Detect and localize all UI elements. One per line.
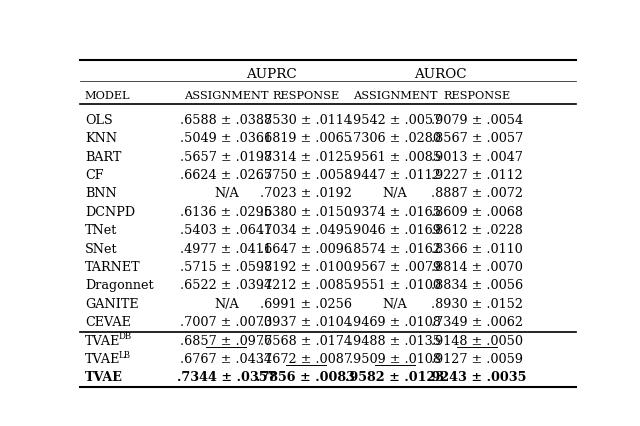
Text: MODEL: MODEL [85,90,131,101]
Text: .8612 ± .0228: .8612 ± .0228 [431,224,523,237]
Text: CF: CF [85,169,104,181]
Text: .6647 ± .0096: .6647 ± .0096 [260,242,352,255]
Text: .6522 ± .0394: .6522 ± .0394 [180,279,273,292]
Text: .7568 ± .0174: .7568 ± .0174 [260,334,352,347]
Text: KNN: KNN [85,132,117,145]
Text: .7023 ± .0192: .7023 ± .0192 [260,187,351,200]
Text: .8574 ± .0162: .8574 ± .0162 [349,242,441,255]
Text: .6624 ± .0265: .6624 ± .0265 [180,169,273,181]
Text: .8609 ± .0068: .8609 ± .0068 [431,205,523,219]
Text: .9374 ± .0165: .9374 ± .0165 [349,205,441,219]
Text: .9127 ± .0059: .9127 ± .0059 [431,352,523,365]
Text: RESPONSE: RESPONSE [272,90,339,101]
Text: BART: BART [85,150,122,163]
Text: GANITE: GANITE [85,297,139,310]
Text: .4977 ± .0411: .4977 ± .0411 [180,242,272,255]
Text: .7750 ± .0058: .7750 ± .0058 [260,169,352,181]
Text: .7192 ± .0100: .7192 ± .0100 [260,260,351,273]
Text: LB: LB [118,350,131,359]
Text: .7007 ± .0070: .7007 ± .0070 [180,316,273,328]
Text: .7856 ± .0083: .7856 ± .0083 [256,371,355,383]
Text: ASSIGNMENT: ASSIGNMENT [353,90,437,101]
Text: DCNPD: DCNPD [85,205,135,219]
Text: .9567 ± .0079: .9567 ± .0079 [349,260,441,273]
Text: .8567 ± .0057: .8567 ± .0057 [431,132,523,145]
Text: .9227 ± .0112: .9227 ± .0112 [431,169,523,181]
Text: .9542 ± .0057: .9542 ± .0057 [349,113,441,127]
Text: .6857 ± .0976: .6857 ± .0976 [180,334,273,347]
Text: .8887 ± .0072: .8887 ± .0072 [431,187,523,200]
Text: CEVAE: CEVAE [85,316,131,328]
Text: DB: DB [118,331,132,341]
Text: .8814 ± .0070: .8814 ± .0070 [431,260,523,273]
Text: .5715 ± .0598: .5715 ± .0598 [180,260,273,273]
Text: .9561 ± .0085: .9561 ± .0085 [349,150,441,163]
Text: .7344 ± .0357: .7344 ± .0357 [177,371,276,383]
Text: N/A: N/A [214,297,239,310]
Text: .7314 ± .0125: .7314 ± .0125 [260,150,351,163]
Text: OLS: OLS [85,113,113,127]
Text: Dragonnet: Dragonnet [85,279,154,292]
Text: .9509 ± .0108: .9509 ± .0108 [349,352,441,365]
Text: .8366 ± .0110: .8366 ± .0110 [431,242,523,255]
Text: .5049 ± .0361: .5049 ± .0361 [180,132,273,145]
Text: .7672 ± .0087: .7672 ± .0087 [260,352,352,365]
Text: .9013 ± .0047: .9013 ± .0047 [431,150,523,163]
Text: .9046 ± .0169: .9046 ± .0169 [349,224,441,237]
Text: .6588 ± .0388: .6588 ± .0388 [180,113,273,127]
Text: .6380 ± .0150: .6380 ± .0150 [260,205,352,219]
Text: .9582 ± .0123: .9582 ± .0123 [346,371,445,383]
Text: .9079 ± .0054: .9079 ± .0054 [431,113,523,127]
Text: TNet: TNet [85,224,117,237]
Text: .8930 ± .0152: .8930 ± .0152 [431,297,523,310]
Text: .7530 ± .0114: .7530 ± .0114 [260,113,351,127]
Text: TVAE: TVAE [85,334,120,347]
Text: .5403 ± .0641: .5403 ± .0641 [180,224,273,237]
Text: SNet: SNet [85,242,118,255]
Text: N/A: N/A [383,297,407,310]
Text: .9447 ± .0112: .9447 ± .0112 [349,169,441,181]
Text: .8834 ± .0056: .8834 ± .0056 [431,279,523,292]
Text: RESPONSE: RESPONSE [444,90,510,101]
Text: .6819 ± .0065: .6819 ± .0065 [260,132,352,145]
Text: TVAE: TVAE [85,371,123,383]
Text: BNN: BNN [85,187,116,200]
Text: .6991 ± .0256: .6991 ± .0256 [260,297,352,310]
Text: N/A: N/A [383,187,407,200]
Text: N/A: N/A [214,187,239,200]
Text: TVAE: TVAE [85,352,120,365]
Text: .6767 ± .0434: .6767 ± .0434 [180,352,273,365]
Text: .9148 ± .0050: .9148 ± .0050 [431,334,523,347]
Text: AUROC: AUROC [415,68,467,81]
Text: .9469 ± .0108: .9469 ± .0108 [349,316,441,328]
Text: .6136 ± .0295: .6136 ± .0295 [180,205,273,219]
Text: .9551 ± .0100: .9551 ± .0100 [349,279,441,292]
Text: .9488 ± .0135: .9488 ± .0135 [349,334,441,347]
Text: AUPRC: AUPRC [246,68,296,81]
Text: .7306 ± .0280: .7306 ± .0280 [349,132,441,145]
Text: ASSIGNMENT: ASSIGNMENT [184,90,269,101]
Text: .7034 ± .0495: .7034 ± .0495 [260,224,352,237]
Text: TARNET: TARNET [85,260,141,273]
Text: .5657 ± .0198: .5657 ± .0198 [180,150,273,163]
Text: .3937 ± .0104: .3937 ± .0104 [260,316,351,328]
Text: .7212 ± .0085: .7212 ± .0085 [260,279,352,292]
Text: .7349 ± .0062: .7349 ± .0062 [431,316,523,328]
Text: .9243 ± .0035: .9243 ± .0035 [427,371,527,383]
